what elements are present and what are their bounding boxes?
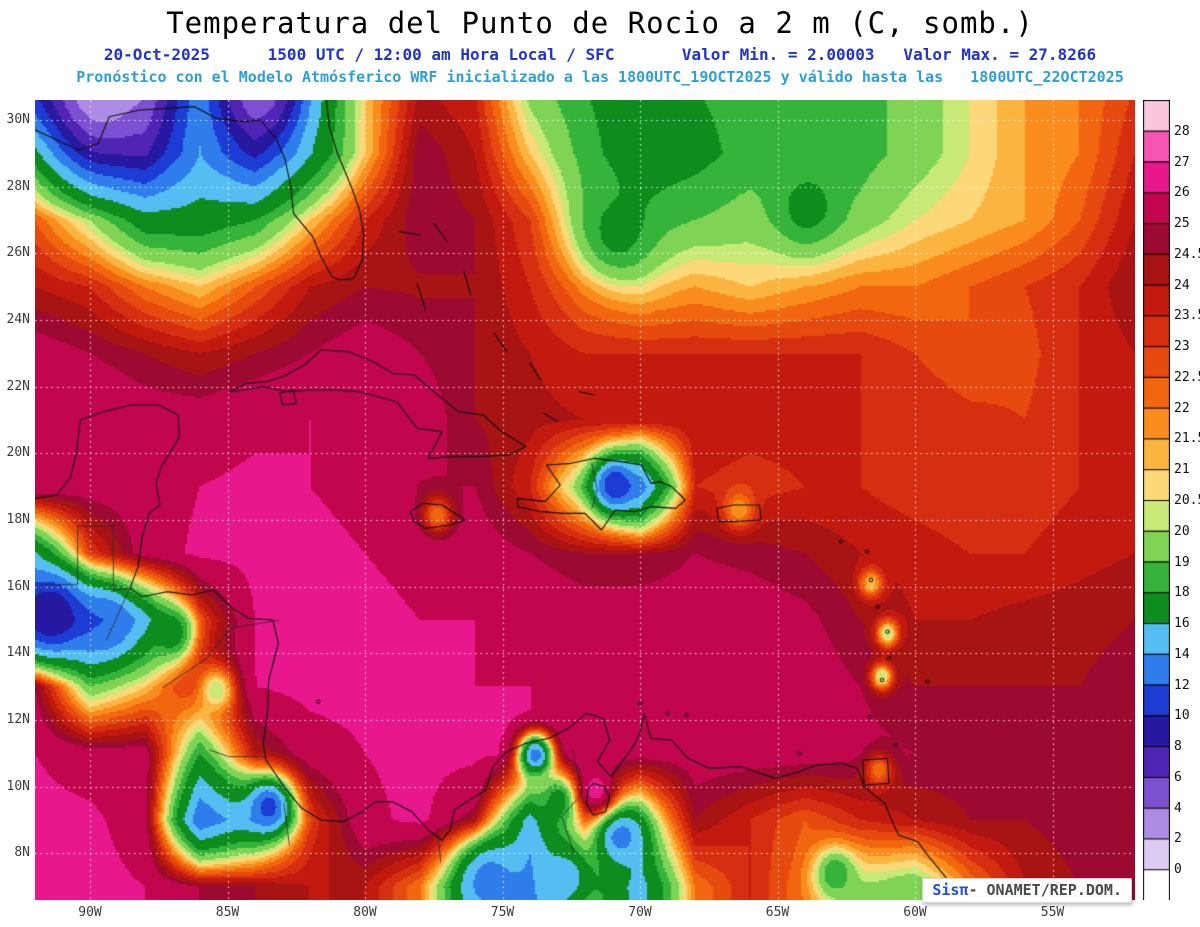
colorbar-tick-23: 23	[1174, 339, 1190, 355]
lat-tick-8N: 8N	[14, 845, 30, 861]
colorbar-tick-12: 12	[1174, 677, 1190, 693]
lat-tick-12N: 12N	[6, 712, 30, 727]
watermark-text: - ONAMET/REP.DOM.	[968, 881, 1122, 899]
colorbar-tick-22: 22	[1174, 400, 1190, 416]
lat-tick-26N: 26N	[6, 245, 30, 261]
lon-tick-85W: 85W	[215, 905, 240, 920]
map-plot-area: Sisπ- ONAMET/REP.DOM.	[35, 100, 1135, 903]
colorbar-tick-28: 28	[1174, 123, 1190, 139]
colorbar-tick-14: 14	[1174, 646, 1190, 662]
colorbar-tick-8: 8	[1174, 739, 1182, 755]
colorbar-tick-22.5: 22.5	[1174, 369, 1200, 385]
colorbar-tick-21: 21	[1174, 462, 1190, 478]
lat-tick-14N: 14N	[6, 645, 30, 661]
colorbar	[1143, 100, 1170, 900]
colorbar-tick-25: 25	[1174, 216, 1190, 232]
watermark-brand: Sisπ	[932, 881, 969, 899]
lat-tick-16N: 16N	[6, 578, 30, 594]
subtitle-valid-time: 20-Oct-2025 1500 UTC / 12:00 am Hora Loc…	[103, 45, 1097, 64]
lon-tick-80W: 80W	[353, 905, 377, 920]
dewpoint-field-canvas	[35, 100, 1135, 900]
colorbar-tick-18: 18	[1174, 585, 1190, 601]
subtitle-model-init: Pronóstico con el Modelo Atmósferico WRF…	[76, 68, 1124, 86]
lat-tick-28N: 28N	[6, 178, 30, 194]
colorbar-tick-23.5: 23.5	[1174, 308, 1200, 324]
colorbar-tick-19: 19	[1174, 554, 1190, 570]
colorbar-tick-21.5: 21.5	[1174, 431, 1200, 447]
lat-tick-10N: 10N	[6, 778, 30, 794]
lon-tick-55W: 55W	[1040, 905, 1065, 920]
colorbar-tick-16: 16	[1174, 616, 1190, 632]
colorbar-tick-24: 24	[1174, 277, 1190, 293]
lat-tick-18N: 18N	[6, 512, 30, 527]
colorbar-tick-6: 6	[1174, 769, 1182, 785]
lat-tick-24N: 24N	[6, 312, 30, 327]
colorbar-tick-27: 27	[1174, 154, 1190, 170]
colorbar-tick-4: 4	[1174, 800, 1182, 816]
page-title: Temperatura del Punto de Rocio a 2 m (C,…	[166, 6, 1034, 40]
lon-tick-60W: 60W	[903, 905, 927, 920]
lon-tick-90W: 90W	[78, 905, 102, 920]
colorbar-tick-24.5: 24.5	[1174, 246, 1200, 262]
colorbar-tick-20.5: 20.5	[1174, 493, 1200, 508]
lat-tick-30N: 30N	[6, 112, 30, 127]
lon-tick-75W: 75W	[490, 905, 515, 920]
lon-tick-65W: 65W	[765, 905, 790, 920]
watermark-badge: Sisπ- ONAMET/REP.DOM.	[922, 878, 1132, 903]
colorbar-tick-0: 0	[1174, 862, 1182, 878]
colorbar-tick-20: 20	[1174, 523, 1190, 539]
lat-tick-20N: 20N	[6, 445, 30, 461]
colorbar-tick-2: 2	[1174, 831, 1182, 847]
colorbar-tick-10: 10	[1174, 708, 1190, 724]
lon-tick-70W: 70W	[628, 905, 652, 920]
lat-tick-22N: 22N	[6, 378, 30, 394]
colorbar-tick-26: 26	[1174, 185, 1190, 201]
